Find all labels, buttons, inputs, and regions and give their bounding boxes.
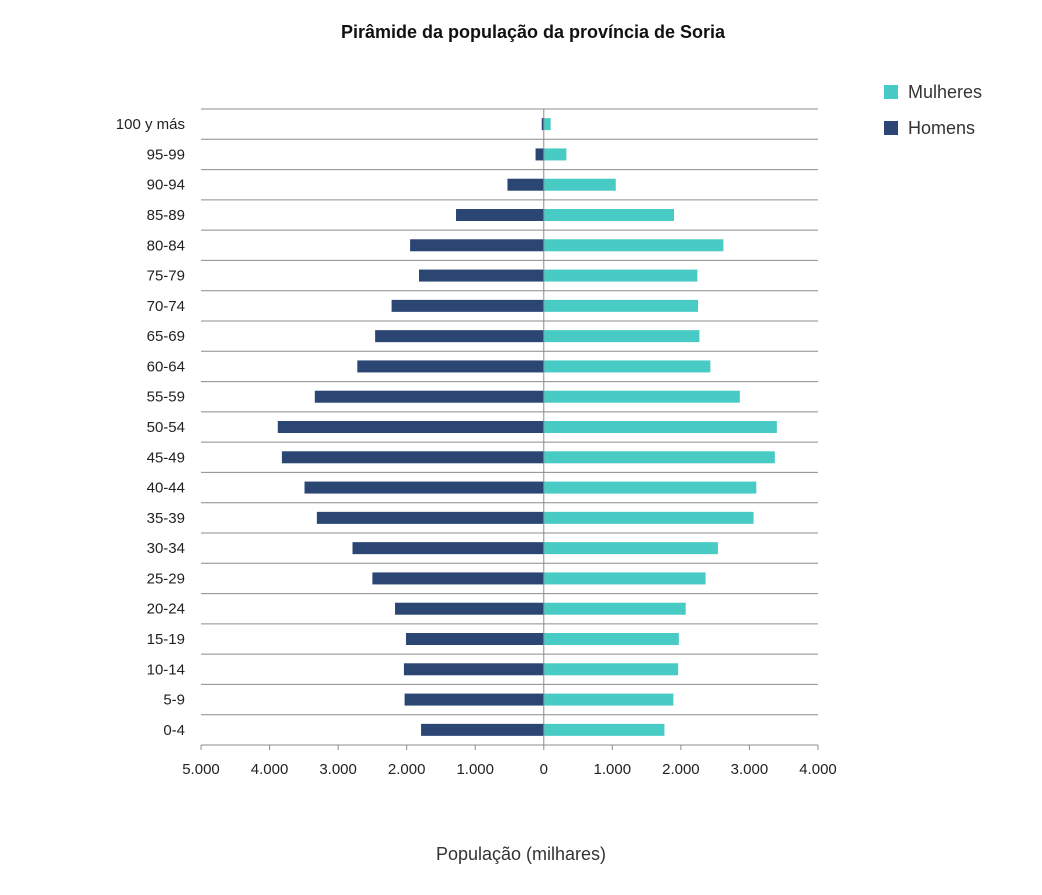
y-tick-label: 45-49: [147, 449, 185, 466]
bar-homens: [352, 542, 544, 555]
bar-mulheres: [543, 390, 740, 403]
bar-homens: [372, 572, 544, 585]
bar-mulheres: [543, 360, 711, 373]
y-tick-label: 30-34: [147, 540, 185, 557]
y-tick-label: 40-44: [147, 480, 185, 497]
bar-homens: [535, 148, 544, 161]
y-tick-label: 25-29: [147, 570, 185, 587]
y-tick-label: 65-69: [147, 328, 185, 345]
legend-swatch-homens: [884, 121, 898, 135]
bar-mulheres: [543, 693, 674, 706]
bar-homens: [391, 299, 544, 312]
chart-title: Pirâmide da população da província de So…: [340, 22, 726, 42]
x-tick-label: 1.000: [456, 761, 494, 778]
y-tick-label: 70-74: [147, 298, 185, 315]
bar-mulheres: [543, 118, 551, 131]
x-tick-label: 4.000: [251, 761, 289, 778]
x-tick-label: 0: [540, 761, 548, 778]
x-tick-label: 3.000: [731, 761, 769, 778]
bar-mulheres: [543, 572, 706, 585]
y-tick-label: 55-59: [147, 389, 185, 406]
bar-homens: [403, 663, 544, 676]
x-tick-label: 3.000: [319, 761, 357, 778]
bar-mulheres: [543, 663, 679, 676]
y-tick-label: 75-79: [147, 268, 185, 285]
bar-mulheres: [543, 148, 567, 161]
legend-swatch-mulheres: [884, 85, 898, 99]
y-tick-label: 50-54: [147, 419, 185, 436]
bar-homens: [316, 511, 544, 524]
bar-homens: [507, 178, 544, 191]
x-tick-label: 2.000: [388, 761, 426, 778]
y-tick-label: 80-84: [147, 237, 185, 254]
bar-mulheres: [543, 269, 698, 282]
y-tick-label: 0-4: [163, 722, 185, 739]
bar-homens: [277, 421, 544, 433]
bar-mulheres: [543, 542, 718, 555]
bar-mulheres: [543, 330, 700, 343]
bar-homens: [419, 269, 544, 282]
bar-homens: [395, 602, 544, 615]
bar-homens: [375, 330, 544, 343]
y-tick-label: 5-9: [163, 692, 185, 709]
y-tick-label: 60-64: [147, 358, 185, 375]
legend-item-homens: Homens: [884, 110, 982, 146]
bar-mulheres: [543, 511, 754, 524]
bar-homens: [357, 360, 544, 373]
bar-homens: [405, 633, 544, 645]
y-tick-label: 35-39: [147, 510, 185, 527]
y-tick-label: 95-99: [147, 146, 185, 163]
bar-mulheres: [543, 602, 686, 615]
legend-label-mulheres: Mulheres: [908, 81, 983, 102]
x-tick-label: 5.000: [182, 761, 220, 778]
legend-label-homens: Homens: [908, 117, 976, 138]
bar-mulheres: [543, 421, 777, 433]
bar-homens: [304, 481, 544, 494]
bar-mulheres: [543, 451, 775, 464]
x-tick-label: 4.000: [799, 761, 837, 778]
bar-mulheres: [543, 481, 757, 494]
bar-mulheres: [543, 209, 675, 221]
bar-homens: [421, 723, 544, 736]
bar-mulheres: [543, 299, 699, 312]
y-tick-label: 20-24: [147, 601, 185, 618]
x-axis-title: População (milhares): [435, 844, 607, 864]
y-tick-label: 90-94: [147, 177, 185, 194]
x-tick-label: 1.000: [594, 761, 632, 778]
bar-mulheres: [543, 633, 679, 645]
y-tick-label: 100 y más: [116, 116, 185, 133]
bar-homens: [410, 239, 544, 252]
bar-homens: [404, 693, 544, 706]
y-tick-label: 15-19: [147, 631, 185, 648]
bar-mulheres: [543, 178, 616, 191]
bar-homens: [281, 451, 544, 464]
x-tick-label: 2.000: [662, 761, 700, 778]
bar-mulheres: [543, 723, 665, 736]
bar-homens: [456, 209, 544, 221]
legend: Mulheres Homens: [884, 74, 982, 146]
legend-item-mulheres: Mulheres: [884, 74, 982, 110]
bar-homens: [314, 390, 544, 403]
y-tick-label: 10-14: [147, 661, 185, 678]
bar-mulheres: [543, 239, 724, 252]
y-tick-label: 85-89: [147, 207, 185, 224]
bar-homens: [541, 118, 544, 131]
